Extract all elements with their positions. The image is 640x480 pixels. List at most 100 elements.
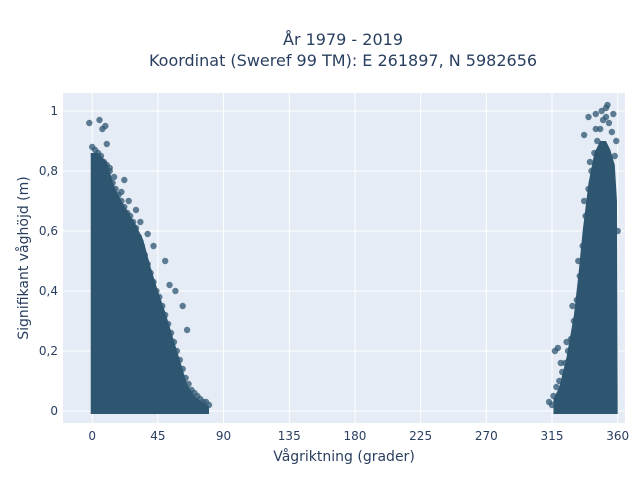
scatter-point (159, 302, 166, 310)
scatter-point (106, 164, 113, 172)
scatter-point (153, 287, 160, 295)
scatter-point (591, 149, 598, 157)
scatter-point (185, 380, 192, 388)
scatter-point (559, 368, 566, 376)
scatter-point (137, 218, 144, 226)
scatter-point (118, 188, 125, 196)
scatter-point (556, 377, 563, 385)
scatter-point (602, 113, 610, 121)
scatter-point (170, 338, 178, 346)
scatter-point (573, 296, 581, 304)
scatter-point (161, 257, 169, 265)
scatter-point (161, 311, 169, 319)
scatter-point (594, 137, 601, 145)
x-tick-label: 225 (409, 429, 432, 443)
scatter-point (156, 293, 163, 301)
y-axis-ticks: 0 0,2 0,4 0,6 0,8 1 (39, 104, 58, 418)
scatter-point (182, 374, 189, 382)
scatter-point (132, 224, 140, 232)
point-cloud-north-west (553, 141, 618, 414)
scatter-point (109, 179, 116, 187)
scatter-point (205, 401, 213, 409)
scatter-point (167, 329, 175, 337)
scatter-point (586, 158, 594, 166)
scatter-point (576, 272, 583, 280)
scatter-point (176, 356, 183, 364)
scatter-point (147, 269, 154, 277)
y-axis-title: Signifikant våghöjd (m) (15, 176, 32, 339)
point-cloud-north-east (90, 153, 209, 414)
scatter-point (548, 401, 556, 409)
scatter-point (614, 227, 621, 235)
x-tick-label: 0 (88, 429, 96, 443)
scatter-point (150, 278, 157, 286)
scatter-point (610, 110, 617, 118)
scatter-point (126, 212, 134, 220)
y-tick-label: 0,6 (39, 224, 58, 238)
chart-title-line-2: Koordinat (Sweref 99 TM): E 261897, N 59… (149, 51, 537, 70)
scatter-point (585, 113, 592, 121)
scatter-point (118, 197, 125, 205)
gridlines (63, 93, 625, 423)
scatter-point (138, 242, 146, 250)
x-tick-label: 45 (150, 429, 165, 443)
scatter-point (141, 251, 148, 259)
scatter-point (97, 152, 105, 160)
scatter-point (611, 152, 618, 160)
scatter-point (561, 359, 569, 367)
scatter-point (144, 230, 151, 238)
scatter-point (564, 347, 572, 355)
y-tick-label: 0,2 (39, 344, 58, 358)
x-tick-label: 90 (216, 429, 231, 443)
scatter-point (569, 302, 576, 310)
scatter-point (608, 128, 616, 136)
scatter-point (588, 167, 595, 175)
scatter-point (579, 242, 586, 250)
scatter-point (135, 233, 143, 241)
scatter-point (553, 383, 560, 391)
x-axis-ticks: 0 45 90 135 180 225 270 315 360 (88, 429, 629, 443)
y-tick-label: 0 (50, 404, 58, 418)
scatter-point (173, 347, 181, 355)
scatter-point (86, 119, 93, 127)
scatter-point (121, 203, 128, 211)
scatter-point (570, 317, 578, 325)
scatter-point (557, 359, 564, 367)
scatter-point (550, 392, 557, 400)
y-tick-label: 0,4 (39, 284, 58, 298)
scatter-point (129, 218, 137, 226)
scatter-point (110, 173, 118, 181)
scatter-point (575, 257, 582, 265)
y-tick-label: 1 (50, 104, 58, 118)
scatter-point (93, 209, 100, 217)
scatter-point (602, 104, 610, 112)
x-tick-label: 270 (475, 429, 498, 443)
scatter-point (585, 185, 592, 193)
scatter-point (164, 320, 172, 328)
scatter-point (172, 287, 179, 295)
scatter-point (582, 212, 589, 220)
x-axis-title: Vågriktning (grader) (273, 448, 415, 465)
x-tick-label: 135 (278, 429, 301, 443)
scatter-point (103, 140, 110, 148)
x-tick-label: 180 (343, 429, 366, 443)
scatter-point (150, 242, 157, 250)
scatter-point (121, 176, 128, 184)
scatter-point (554, 344, 562, 352)
x-tick-label: 360 (606, 429, 629, 443)
scatter-point (580, 131, 588, 139)
scatter-point (112, 185, 119, 193)
scatter-point (563, 338, 570, 346)
scatter-point (183, 326, 191, 334)
scatter-point (613, 137, 620, 145)
scatter-point (125, 197, 132, 205)
scatter-point (132, 206, 140, 214)
y-tick-label: 0,8 (39, 164, 58, 178)
scatter-points (86, 101, 621, 409)
scatter-point (102, 122, 109, 130)
scatter-point (605, 119, 613, 127)
scatter-point (144, 260, 151, 268)
scatter-point (96, 116, 103, 124)
chart-title-line-1: År 1979 - 2019 (283, 30, 403, 49)
